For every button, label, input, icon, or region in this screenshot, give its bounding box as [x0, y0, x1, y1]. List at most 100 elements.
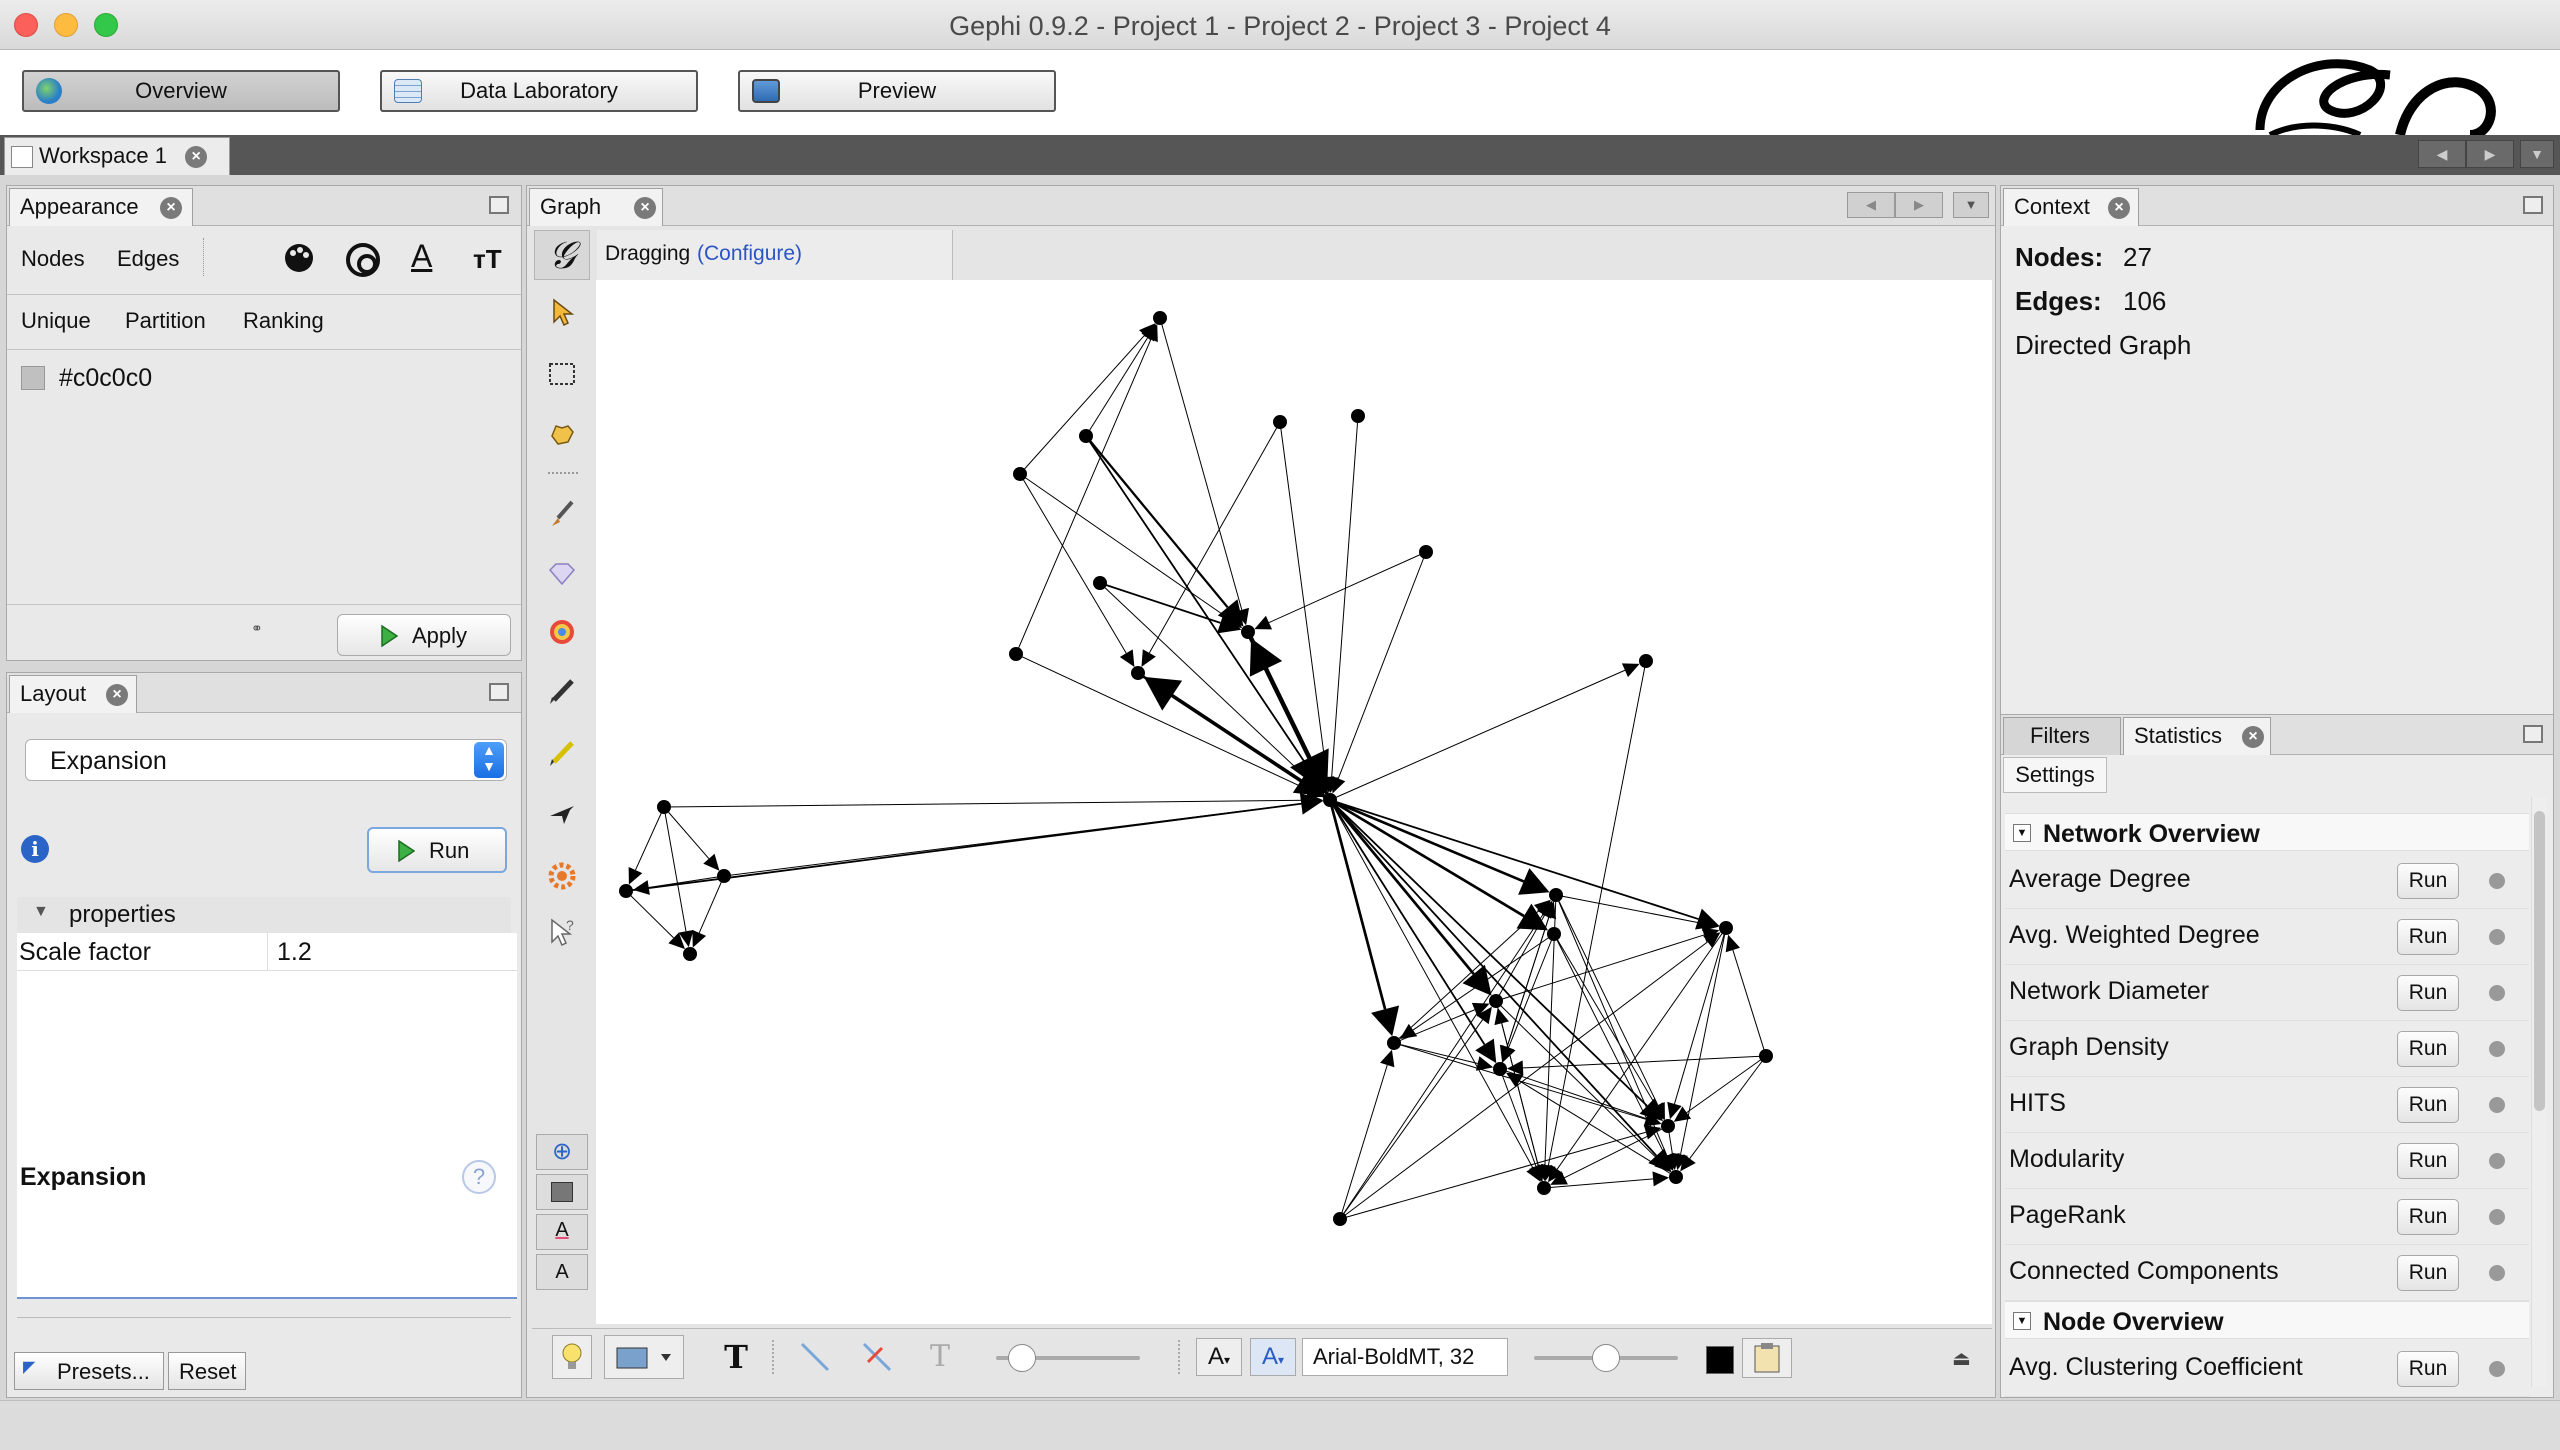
graph-edge[interactable]: [1543, 1178, 1654, 1189]
diamond-icon[interactable]: [546, 558, 578, 590]
graph-edge[interactable]: [663, 799, 1308, 808]
graph-edge[interactable]: [1732, 949, 1767, 1057]
graph-edge[interactable]: [1555, 894, 1659, 1106]
graph-node[interactable]: [1333, 1212, 1347, 1226]
network-graph[interactable]: [596, 280, 1992, 1324]
graph-node[interactable]: [1549, 888, 1563, 902]
graph-edge[interactable]: [663, 806, 687, 932]
graph-node[interactable]: [1009, 647, 1023, 661]
heatmap-icon[interactable]: [546, 616, 578, 648]
link-icon[interactable]: ⚭: [251, 620, 263, 636]
color-swatch[interactable]: [21, 366, 45, 390]
graph-edge[interactable]: [1522, 1055, 1767, 1069]
label-size-slider-thumb[interactable]: [1592, 1344, 1620, 1372]
minimize-context-icon[interactable]: [2523, 196, 2543, 214]
minimize-appearance-icon[interactable]: [489, 196, 509, 214]
scrollbar-thumb[interactable]: [2534, 811, 2545, 1111]
close-appearance-icon[interactable]: ×: [160, 197, 182, 219]
network-overview-header[interactable]: ▼ Network Overview: [2005, 813, 2529, 851]
graph-edge[interactable]: [1268, 551, 1427, 624]
graph-edge[interactable]: [1099, 582, 1314, 785]
info-icon[interactable]: i: [21, 835, 49, 863]
graph-node[interactable]: [1661, 1119, 1675, 1133]
statistic-run-button[interactable]: Run: [2397, 1255, 2459, 1291]
close-context-icon[interactable]: ×: [2108, 197, 2130, 219]
background-color-icon[interactable]: [536, 1174, 588, 1210]
scroll-right-icon[interactable]: ▶: [2466, 140, 2514, 168]
graph-edge[interactable]: [1329, 799, 1648, 1107]
graph-edge[interactable]: [1689, 1055, 1767, 1159]
graph-scroll-left-icon[interactable]: ◀: [1847, 192, 1895, 218]
graph-edge[interactable]: [1686, 1055, 1767, 1114]
graph-node[interactable]: [1489, 994, 1503, 1008]
lightbulb-icon[interactable]: [552, 1335, 592, 1379]
graph-edge[interactable]: [1019, 473, 1127, 654]
graph-edge[interactable]: [1393, 1042, 1647, 1120]
appearance-tab[interactable]: Appearance ×: [9, 188, 193, 226]
graph-edge[interactable]: [1680, 927, 1727, 1155]
graph-node[interactable]: [1323, 793, 1337, 807]
settings-button[interactable]: Settings: [2003, 757, 2107, 793]
scroll-left-icon[interactable]: ◀: [2418, 140, 2466, 168]
graph-edge[interactable]: [1328, 799, 1387, 1010]
graph-edge[interactable]: [1339, 1064, 1388, 1220]
label-color-icon[interactable]: A: [411, 238, 433, 274]
graph-edge[interactable]: [1412, 933, 1555, 1031]
label-size-menu-icon[interactable]: A▾: [1196, 1338, 1242, 1376]
statistic-run-button[interactable]: Run: [2397, 1199, 2459, 1235]
statistic-status-dot[interactable]: [2489, 1153, 2505, 1169]
context-tab[interactable]: Context ×: [2003, 188, 2139, 226]
graph-edge[interactable]: [1148, 421, 1281, 654]
statistic-run-button[interactable]: Run: [2397, 975, 2459, 1011]
graph-edge[interactable]: [1331, 415, 1359, 778]
close-graph-icon[interactable]: ×: [634, 197, 656, 219]
graph-node[interactable]: [1351, 409, 1365, 423]
graph-node[interactable]: [657, 800, 671, 814]
graph-edge[interactable]: [1553, 933, 1657, 1107]
preview-mode-button[interactable]: Preview: [738, 70, 1056, 112]
graph-node[interactable]: [1013, 467, 1027, 481]
graph-edge[interactable]: [635, 806, 665, 871]
close-statistics-icon[interactable]: ×: [2242, 726, 2264, 748]
select-arrow-icon[interactable]: [546, 296, 578, 328]
graph-edge[interactable]: [1019, 334, 1146, 475]
graph-edge[interactable]: [663, 806, 710, 859]
graph-tab[interactable]: Graph ×: [529, 188, 663, 226]
drag-hand-icon[interactable]: [546, 418, 578, 450]
unique-tab[interactable]: Unique: [21, 308, 91, 333]
properties-header[interactable]: ▼ properties: [17, 897, 511, 933]
graph-edge[interactable]: [1329, 799, 1486, 1045]
statistic-run-button[interactable]: Run: [2397, 863, 2459, 899]
statistic-status-dot[interactable]: [2489, 929, 2505, 945]
nodes-tab[interactable]: Nodes: [21, 246, 85, 271]
size-icon[interactable]: [345, 242, 381, 278]
graph-edge[interactable]: [1501, 1023, 1545, 1189]
layout-run-button[interactable]: Run: [367, 827, 507, 873]
font-selector[interactable]: Arial-BoldMT, 32: [1302, 1338, 1508, 1376]
statistic-run-button[interactable]: Run: [2397, 1351, 2459, 1387]
graph-edge[interactable]: [1329, 799, 1658, 1157]
graph-edge[interactable]: [1085, 435, 1229, 609]
graph-edge[interactable]: [1499, 1068, 1537, 1167]
graph-edge[interactable]: [1279, 421, 1328, 778]
graph-edge[interactable]: [1556, 927, 1727, 1170]
collapse-toolbar-icon[interactable]: ⏏: [1952, 1348, 1971, 1370]
graph-edge[interactable]: [1555, 894, 1704, 925]
pencil-icon[interactable]: [546, 676, 578, 708]
graph-edge[interactable]: [1673, 927, 1727, 1105]
close-layout-icon[interactable]: ×: [106, 684, 128, 706]
graph-edge[interactable]: [1393, 1009, 1475, 1044]
graph-node[interactable]: [1241, 625, 1255, 639]
graph-node[interactable]: [1547, 927, 1561, 941]
clipboard-icon[interactable]: [1742, 1338, 1792, 1378]
presets-button[interactable]: ◤ Presets...: [14, 1352, 164, 1390]
apply-button[interactable]: Apply: [337, 614, 511, 656]
edge-label-icon[interactable]: T: [929, 1339, 950, 1374]
graph-edge[interactable]: [1019, 473, 1230, 620]
edge-scale-slider-thumb[interactable]: [1008, 1344, 1036, 1372]
graph-node[interactable]: [683, 947, 697, 961]
graph-edge[interactable]: [1329, 798, 1525, 883]
statistic-run-button[interactable]: Run: [2397, 1143, 2459, 1179]
graph-edge[interactable]: [1499, 1068, 1647, 1120]
overview-mode-button[interactable]: Overview: [22, 70, 340, 112]
